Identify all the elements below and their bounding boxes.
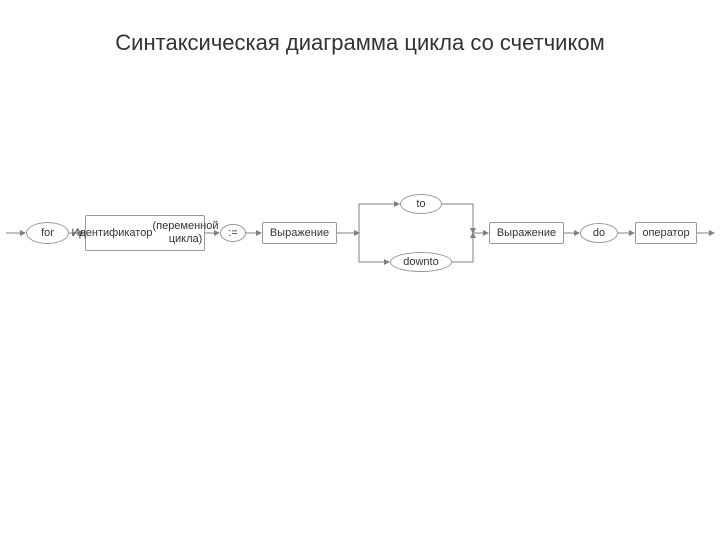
syntax-diagram: for Идентификатор(переменной цикла) := В…	[0, 180, 720, 300]
node-do: do	[580, 223, 618, 243]
node-expression-1: Выражение	[262, 222, 337, 244]
node-for: for	[26, 222, 69, 244]
node-downto: downto	[390, 252, 452, 272]
page-title: Синтаксическая диаграмма цикла со счетчи…	[0, 30, 720, 56]
node-identifier: Идентификатор(переменной цикла)	[85, 215, 205, 251]
node-operator: оператор	[635, 222, 697, 244]
node-expression-2: Выражение	[489, 222, 564, 244]
node-to: to	[400, 194, 442, 214]
node-assign: :=	[220, 224, 246, 242]
